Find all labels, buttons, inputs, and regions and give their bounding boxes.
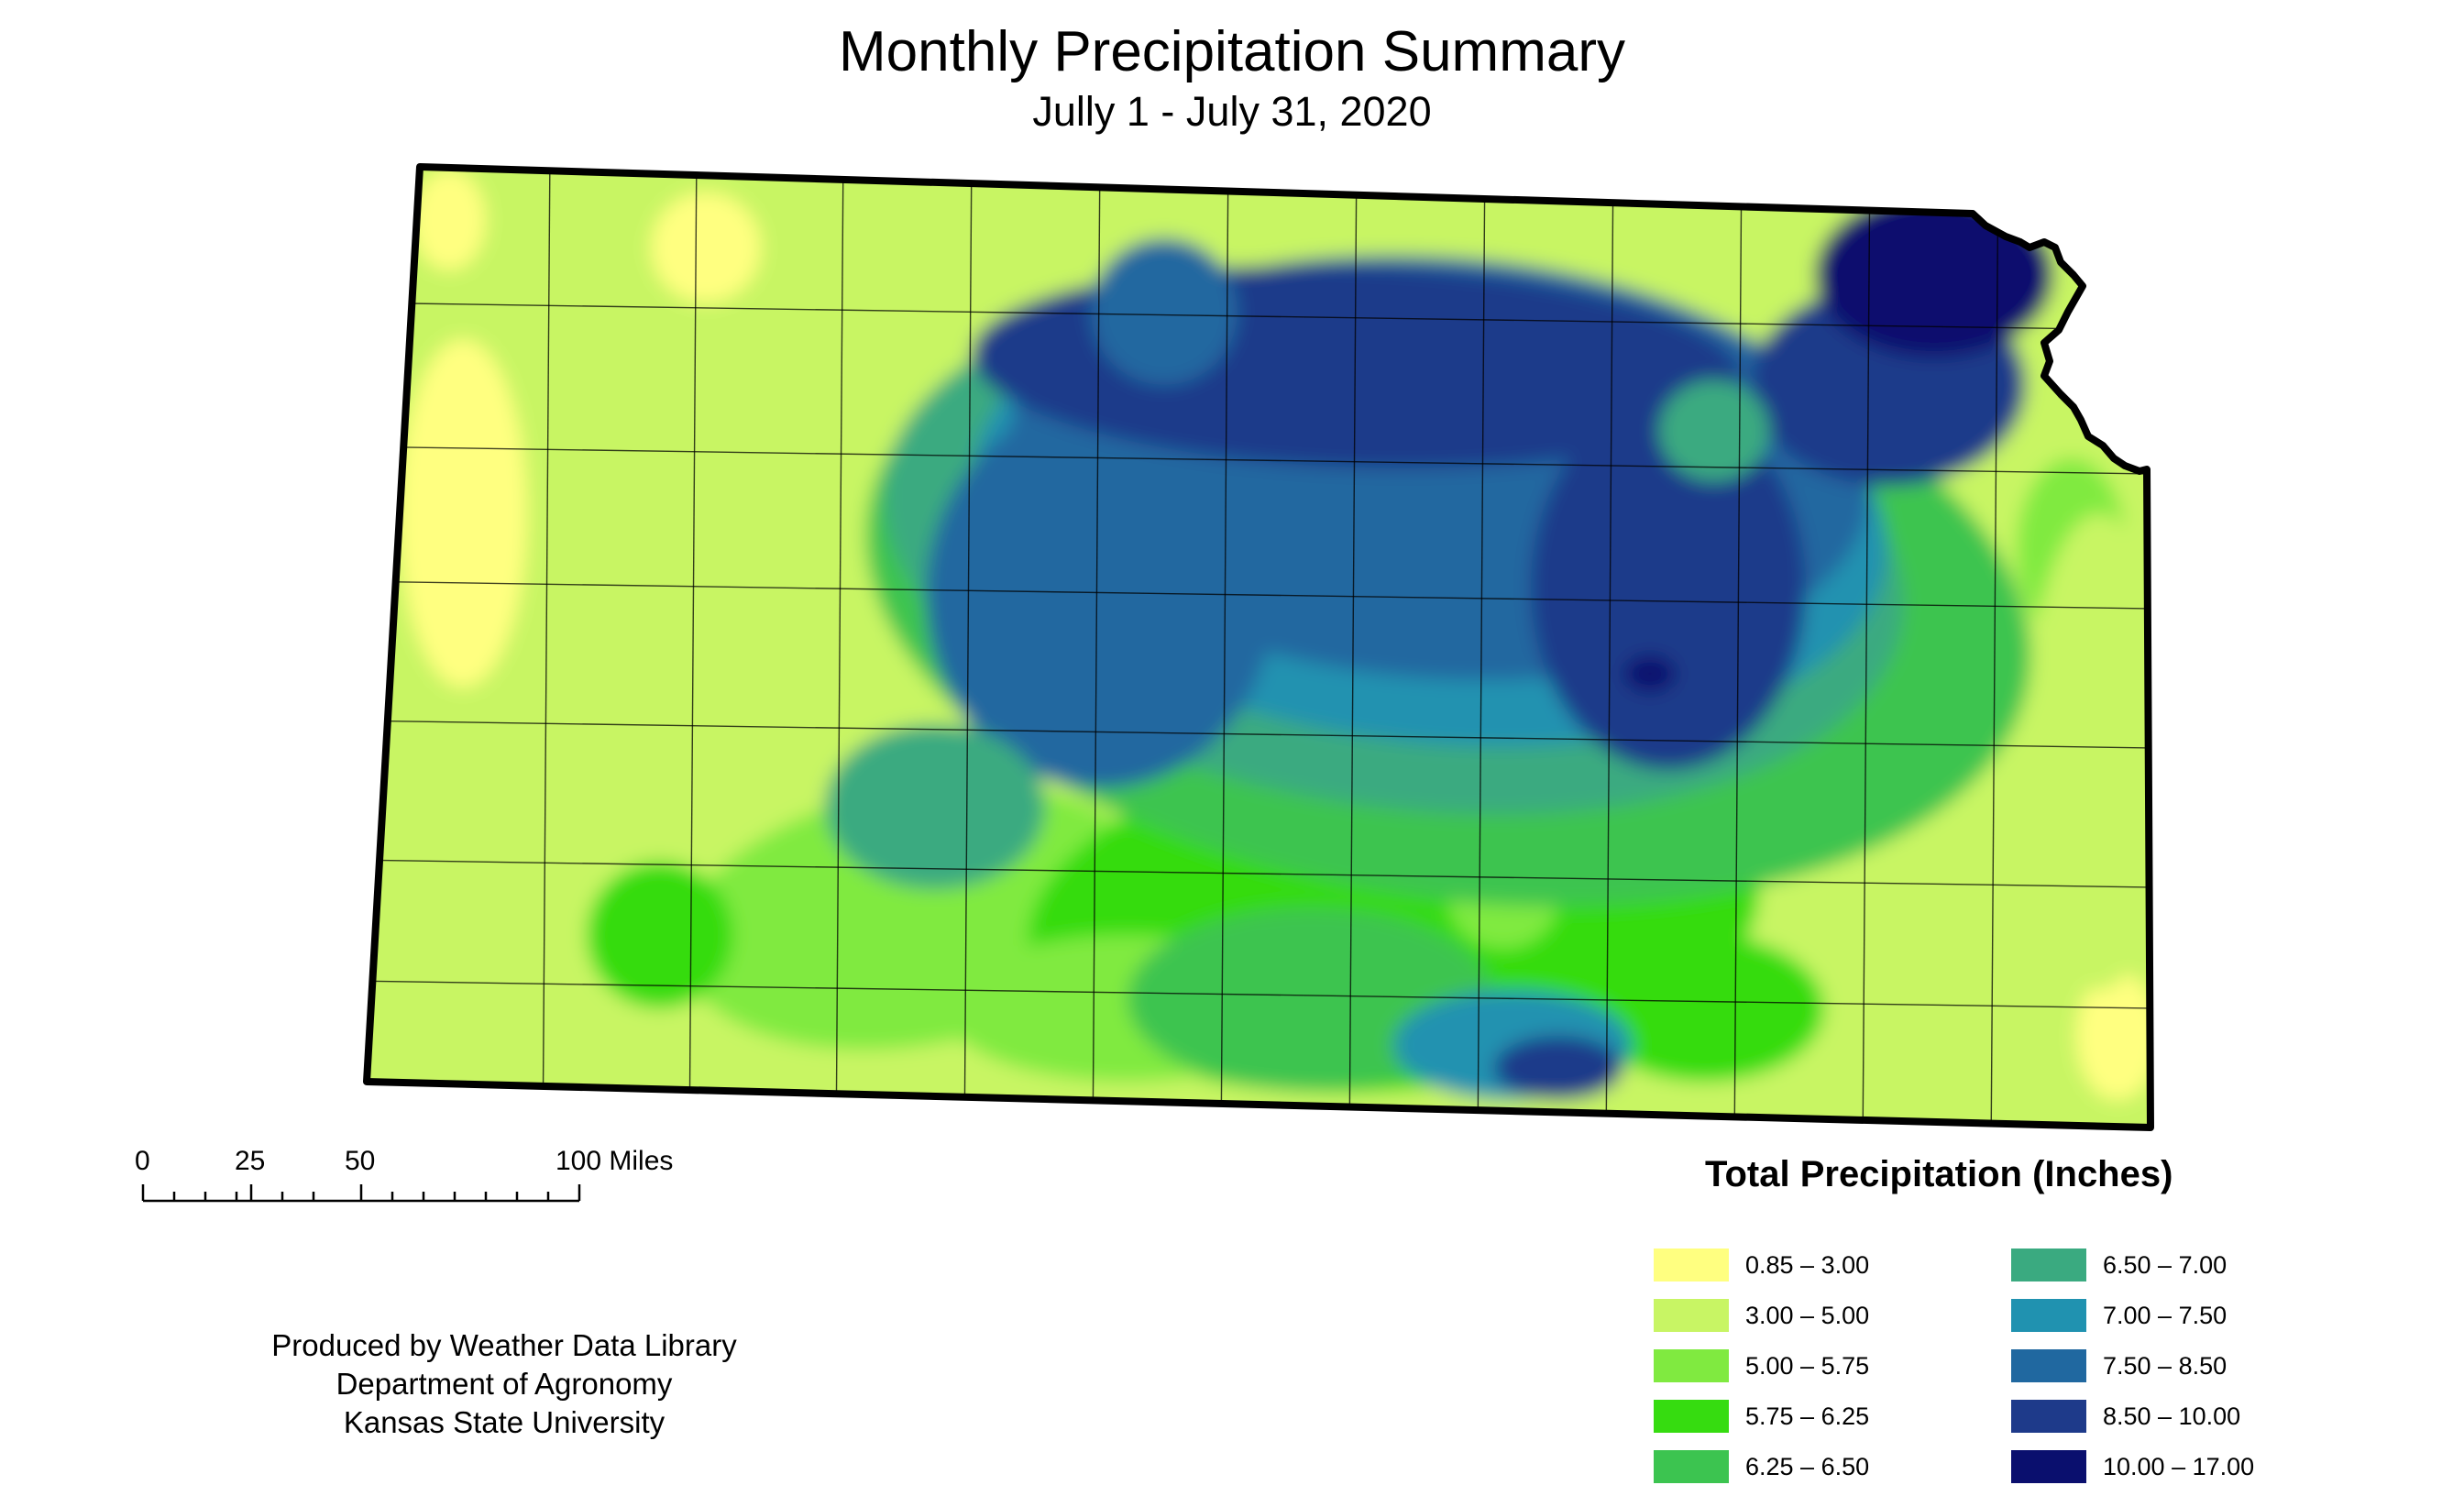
legend-item: 10.00 – 17.00 bbox=[2011, 1450, 2254, 1483]
precipitation-zones bbox=[367, 167, 2150, 1128]
legend-label: 10.00 – 17.00 bbox=[2103, 1453, 2255, 1480]
legend-swatch bbox=[1654, 1400, 1729, 1433]
precip-zone bbox=[2026, 513, 2150, 990]
legend-swatch bbox=[1654, 1450, 1729, 1483]
county-line bbox=[367, 302, 2150, 331]
scale-tick-100: 100 Miles bbox=[556, 1146, 674, 1176]
precip-zone bbox=[1531, 403, 1806, 770]
scale-tick-0: 0 bbox=[135, 1146, 150, 1176]
legend-label: 3.00 – 5.00 bbox=[1745, 1302, 1870, 1329]
county-line bbox=[835, 167, 844, 1128]
legend-swatch bbox=[2011, 1400, 2086, 1433]
legend-swatch bbox=[2011, 1349, 2086, 1382]
legend-label: 5.00 – 5.75 bbox=[1745, 1352, 1870, 1380]
legend-item: 3.00 – 5.00 bbox=[1654, 1299, 1869, 1332]
legend-label: 6.25 – 6.50 bbox=[1745, 1453, 1870, 1480]
legend-label: 8.50 – 10.00 bbox=[2103, 1402, 2241, 1430]
county-line bbox=[367, 446, 2150, 475]
legend-label: 7.00 – 7.50 bbox=[2103, 1302, 2228, 1329]
legend-item: 5.75 – 6.25 bbox=[1654, 1400, 1869, 1433]
legend-item: 6.50 – 7.00 bbox=[2011, 1248, 2227, 1282]
county-line bbox=[963, 167, 973, 1128]
precip-zone bbox=[587, 862, 733, 1008]
county-line bbox=[367, 720, 2150, 749]
map-title: Monthly Precipitation Summary bbox=[839, 20, 1625, 83]
legend-label: 7.50 – 8.50 bbox=[2103, 1352, 2228, 1380]
precip-zone bbox=[2076, 972, 2150, 1100]
precip-zone bbox=[1659, 380, 1769, 481]
legend-item: 0.85 – 3.00 bbox=[1654, 1248, 1869, 1282]
county-line bbox=[367, 980, 2150, 1009]
legend-item: 7.00 – 7.50 bbox=[2011, 1299, 2227, 1332]
legend-item: 6.25 – 6.50 bbox=[1654, 1450, 1869, 1483]
legend-swatch bbox=[1654, 1349, 1729, 1382]
precip-zone bbox=[1586, 935, 1824, 1082]
precip-zone bbox=[825, 724, 1045, 889]
precip-zone bbox=[1091, 238, 1238, 385]
county-line bbox=[1605, 167, 1614, 1128]
county-line bbox=[1862, 167, 1871, 1128]
legend-swatch bbox=[2011, 1450, 2086, 1483]
precip-zone bbox=[651, 192, 761, 302]
county-line bbox=[367, 859, 2150, 888]
county-line bbox=[542, 167, 551, 1128]
county-line bbox=[1092, 167, 1101, 1128]
county-line bbox=[1990, 167, 1999, 1128]
county-line bbox=[1220, 167, 1229, 1128]
credit-line: Produced by Weather Data Library bbox=[271, 1328, 737, 1362]
credit-line: Kansas State University bbox=[343, 1405, 666, 1439]
legend-item: 8.50 – 10.00 bbox=[2011, 1400, 2240, 1433]
precip-zone bbox=[1494, 1036, 1622, 1100]
county-line bbox=[688, 167, 698, 1128]
county-line bbox=[367, 580, 2150, 610]
credit-line: Department of Agronomy bbox=[336, 1367, 673, 1401]
precip-zone bbox=[399, 339, 527, 688]
legend-title: Total Precipitation (Inches) bbox=[1705, 1154, 2173, 1194]
legend-item: 7.50 – 8.50 bbox=[2011, 1349, 2227, 1382]
scale-tick-50: 50 bbox=[345, 1146, 376, 1176]
precip-zone bbox=[926, 403, 1274, 788]
legend-label: 6.50 – 7.00 bbox=[2103, 1251, 2228, 1279]
county-line bbox=[1348, 167, 1358, 1128]
legend-label: 5.75 – 6.25 bbox=[1745, 1402, 1870, 1430]
legend-item: 5.00 – 5.75 bbox=[1654, 1349, 1869, 1382]
credits: Produced by Weather Data Library Departm… bbox=[0, 1326, 1008, 1442]
county-line bbox=[1733, 167, 1743, 1128]
legend-label: 0.85 – 3.00 bbox=[1745, 1251, 1870, 1279]
map-subtitle: Jully 1 - July 31, 2020 bbox=[1032, 88, 1432, 135]
legend-swatch bbox=[1654, 1299, 1729, 1332]
legend-swatch bbox=[2011, 1248, 2086, 1282]
legend-swatch bbox=[1654, 1248, 1729, 1282]
precip-zone bbox=[412, 170, 486, 270]
county-line bbox=[1477, 167, 1486, 1128]
precip-zone bbox=[1624, 655, 1676, 692]
scale-bar bbox=[141, 1184, 581, 1203]
scale-tick-25: 25 bbox=[235, 1146, 266, 1176]
legend-swatch bbox=[2011, 1299, 2086, 1332]
precip-zone bbox=[1815, 192, 2053, 358]
state-boundary bbox=[363, 163, 2154, 1131]
